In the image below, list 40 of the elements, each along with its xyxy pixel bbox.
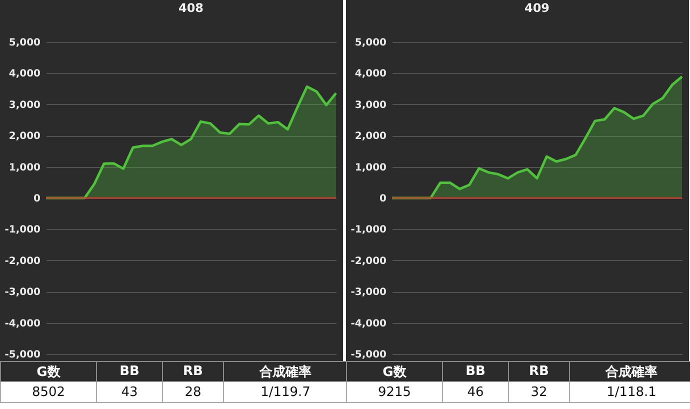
text: 合成確率: [224, 362, 348, 382]
text: 43: [96, 382, 162, 402]
text: 合成確率: [570, 362, 690, 382]
text: G数: [0, 362, 96, 382]
y-tick-label: 5,000: [354, 38, 387, 48]
y-tick-label: -1,000: [4, 224, 41, 236]
y-tick-label: -5,000: [4, 350, 41, 360]
text: G数: [346, 362, 442, 382]
y-tick-label: 2,000: [354, 131, 387, 142]
y-tick-label: -1,000: [350, 224, 387, 236]
chart-title: 409: [524, 1, 550, 15]
y-tick-label: 5,000: [8, 38, 41, 48]
text: 46: [442, 382, 508, 402]
y-tick-label: 4,000: [8, 68, 41, 80]
y-tick-label: -3,000: [350, 287, 387, 298]
text: 1/119.7: [224, 382, 348, 402]
text: 28: [162, 382, 224, 402]
text: 32: [508, 382, 570, 402]
y-tick-label: 0: [34, 194, 41, 204]
text: 1/118.1: [570, 382, 690, 402]
text: RB: [508, 362, 570, 382]
y-tick-label: 3,000: [8, 100, 41, 111]
y-tick-label: -4,000: [4, 318, 41, 330]
chart-title: 408: [178, 1, 204, 15]
y-tick-label: 0: [380, 194, 387, 204]
y-tick-label: -4,000: [350, 318, 387, 330]
y-tick-label: 2,000: [8, 131, 41, 142]
y-tick-label: 4,000: [354, 68, 387, 80]
text: BB: [96, 362, 162, 382]
y-tick-label: -3,000: [4, 287, 41, 298]
y-tick-label: 1,000: [8, 162, 41, 174]
y-tick-label: -2,000: [350, 256, 387, 267]
text: BB: [442, 362, 508, 382]
text: RB: [162, 362, 224, 382]
text: 8502: [0, 382, 96, 402]
y-tick-label: 1,000: [354, 162, 387, 174]
y-tick-label: 3,000: [354, 100, 387, 111]
y-tick-label: -2,000: [4, 256, 41, 267]
y-tick-label: -5,000: [350, 350, 387, 360]
text: 9215: [346, 382, 442, 402]
